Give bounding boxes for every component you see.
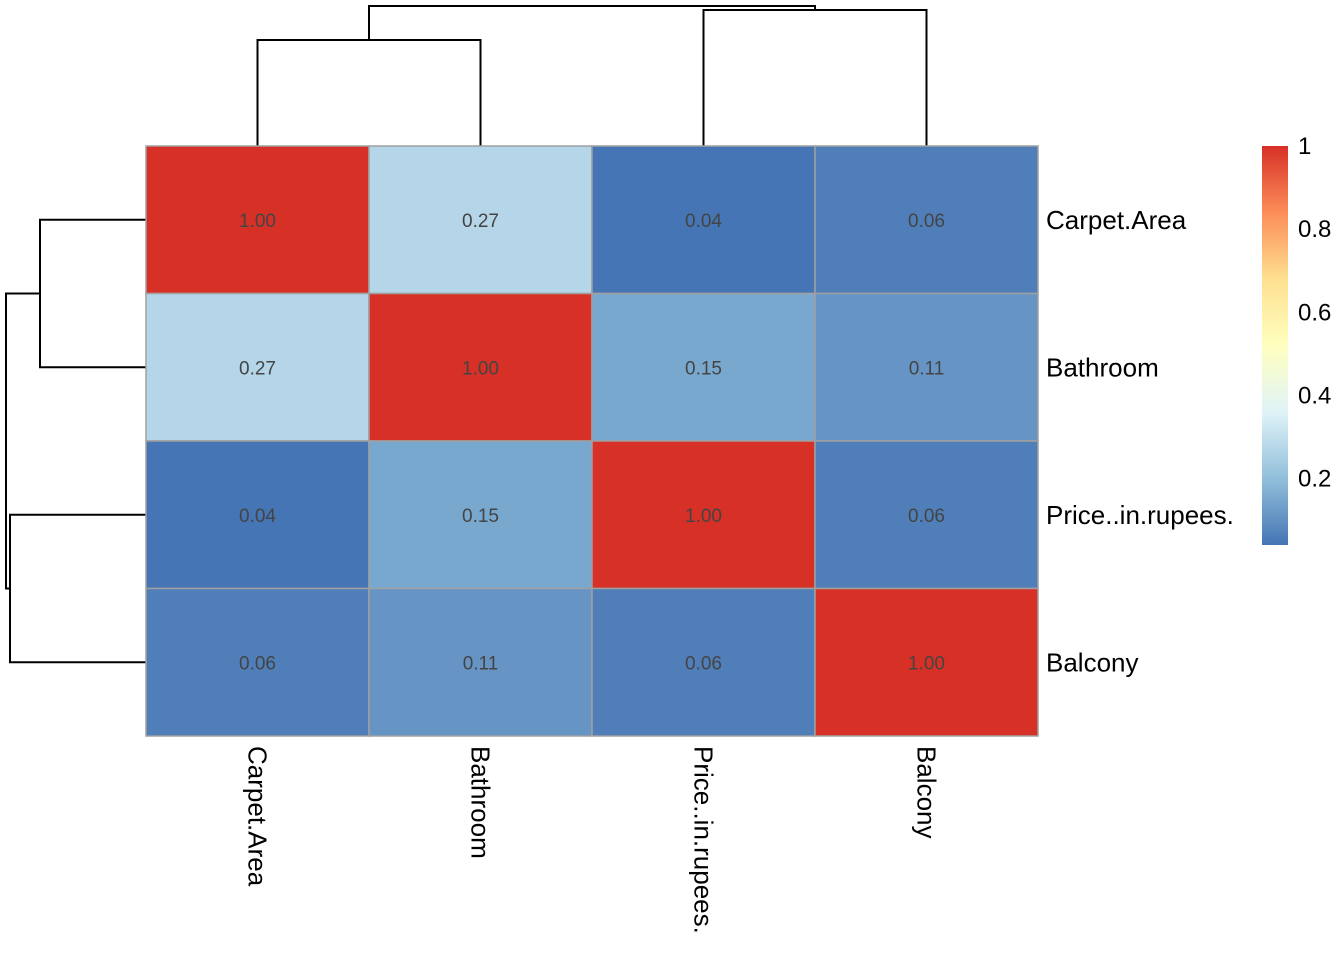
row-dendrogram-branch (9, 513, 146, 664)
cell-value-label: 0.11 (463, 653, 499, 674)
row-label: Balcony (1046, 647, 1139, 677)
column-label: Price..in.rupees. (689, 746, 719, 934)
cell-value-label: 0.11 (909, 358, 945, 379)
heatmap-cell-3-3 (814, 587, 1039, 737)
legend-tick-label: 1 (1298, 133, 1311, 160)
row-dendrogram-branch (39, 218, 146, 369)
cell-value-label: 0.06 (908, 506, 945, 527)
row-label: Price..in.rupees. (1046, 500, 1234, 530)
column-dendrogram-branch (702, 9, 928, 146)
heatmap-cell-1-3 (814, 292, 1039, 442)
heatmap-cell-2-3 (814, 440, 1039, 590)
column-labels: Carpet.Area Bathroom Price..in.rupees. Balc… (243, 746, 942, 934)
cell-value-label: 0.27 (239, 358, 276, 379)
cell-value-label: 1.00 (908, 653, 945, 674)
heatmap-cell-0-1 (368, 145, 593, 295)
heatmap-cells: 1.00 0.27 0.04 0.06 0.27 1.00 0.15 0.11 0.04 0.15… (145, 145, 1039, 737)
legend-tick-label: 0.8 (1298, 216, 1331, 243)
row-labels: Carpet.Area Bathroom Price..in.rupees. Balc… (1046, 205, 1234, 678)
cell-value-label: 0.04 (685, 211, 722, 232)
cell-value-label: 1.00 (239, 211, 276, 232)
column-dendrogram (256, 5, 928, 146)
column-dendrogram-branch (256, 39, 482, 146)
column-label: Bathroom (466, 746, 496, 859)
cell-value-label: 1.00 (462, 358, 499, 379)
heatmap-cell-2-1 (368, 440, 593, 590)
cell-value-label: 0.15 (685, 358, 722, 379)
heatmap-cell-3-0 (145, 587, 370, 737)
color-legend: 0.2 0.4 0.6 0.8 1 (1262, 133, 1331, 545)
heatmap-cell-1-0 (145, 292, 370, 442)
row-dendrogram-branch (5, 292, 40, 590)
heatmap-cell-0-2 (591, 145, 816, 295)
cell-value-label: 0.15 (462, 506, 499, 527)
cell-value-label: 0.06 (908, 211, 945, 232)
row-label: Carpet.Area (1046, 205, 1187, 235)
heatmap-cell-0-0 (145, 145, 370, 295)
column-label: Balcony (912, 746, 942, 839)
column-dendrogram-branch (368, 5, 816, 40)
column-label: Carpet.Area (243, 746, 273, 887)
legend-tick-label: 0.4 (1298, 382, 1331, 409)
cell-value-label: 0.06 (685, 653, 722, 674)
heatmap-cell-3-2 (591, 587, 816, 737)
cell-value-label: 0.27 (462, 211, 499, 232)
heatmap-cell-0-3 (814, 145, 1039, 295)
legend-tick-label: 0.6 (1298, 299, 1331, 326)
row-dendrogram (5, 218, 146, 664)
heatmap-cell-3-1 (368, 587, 593, 737)
heatmap-cell-1-1 (368, 292, 593, 442)
cell-value-label: 0.06 (239, 653, 276, 674)
cell-value-label: 1.00 (685, 506, 722, 527)
legend-tick-label: 0.2 (1298, 466, 1331, 493)
cell-value-label: 0.04 (239, 506, 276, 527)
legend-colorbar (1262, 146, 1288, 545)
row-label: Bathroom (1046, 352, 1159, 382)
